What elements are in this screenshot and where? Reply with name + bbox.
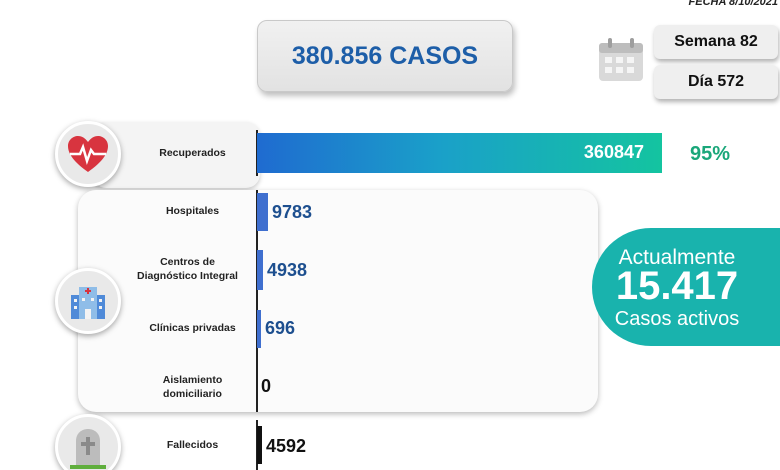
heart-pulse-icon	[68, 136, 108, 172]
recovered-icon-circle	[55, 121, 121, 187]
week-badge: Semana 82	[654, 25, 778, 59]
total-cases-value: 380.856 CASOS	[291, 41, 479, 70]
deceased-icon-circle	[55, 414, 121, 470]
active-cases-label: Casos activos	[614, 308, 740, 330]
gravestone-icon	[70, 429, 106, 469]
day-badge: Día 572	[654, 65, 778, 99]
value-deceased: 4592	[266, 436, 307, 456]
bar-cdi	[257, 250, 263, 290]
label-hospitals: Hospitales	[165, 205, 220, 217]
active-cases-caption: Actualmente	[618, 246, 736, 269]
day-label: Día 572	[687, 73, 745, 90]
week-label: Semana 82	[674, 33, 758, 50]
report-date: FECHA 8/10/2021	[688, 0, 778, 8]
value-home-isolation: 0	[261, 376, 272, 396]
value-hospitals: 9783	[272, 202, 313, 222]
care-location-group	[78, 190, 598, 412]
calendar-icon	[599, 38, 643, 81]
bar-deceased	[257, 426, 262, 464]
active-cases-badge: Actualmente 15.417 Casos activos	[592, 228, 780, 346]
hospital-icon	[71, 287, 105, 319]
value-clinics: 696	[265, 318, 296, 338]
value-cdi: 4938	[267, 260, 308, 280]
label-home-isolation: Aislamiento domiciliario	[162, 374, 223, 401]
value-recovered: 360847	[583, 142, 644, 162]
bar-clinics	[257, 310, 261, 348]
active-cases-value: 15.417	[615, 264, 739, 308]
label-deceased: Fallecidos	[166, 439, 219, 451]
label-clinics: Clínicas privadas	[149, 322, 236, 334]
bar-hospitals	[257, 193, 268, 231]
label-recovered: Recuperados	[159, 147, 226, 159]
axis-group	[256, 190, 258, 412]
bar-recovered	[257, 133, 662, 173]
total-cases-box: 380.856 CASOS	[257, 20, 513, 92]
hospital-icon-circle	[55, 268, 121, 334]
label-cdi: Centros de Diagnóstico Integral	[137, 256, 238, 283]
recovered-percent: 95%	[690, 143, 731, 165]
